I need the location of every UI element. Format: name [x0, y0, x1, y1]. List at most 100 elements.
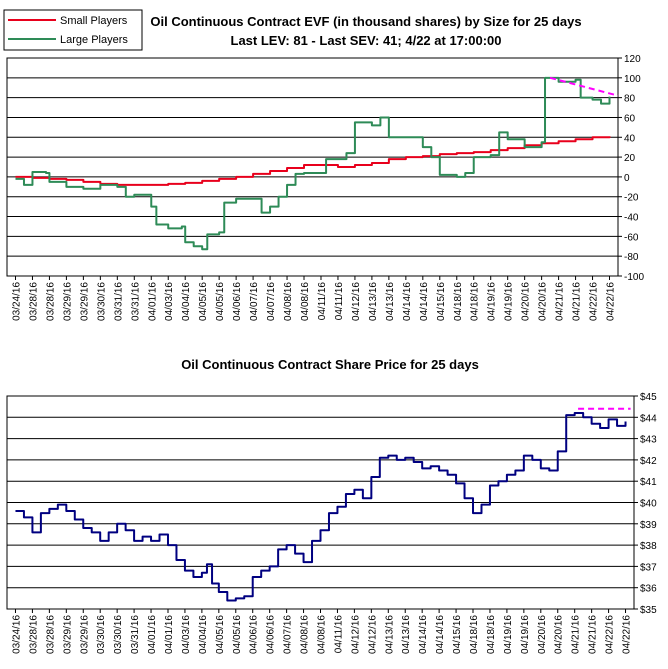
- x-tick-label: 04/20/16: [537, 615, 548, 654]
- x-tick-label: 04/01/16: [147, 282, 158, 321]
- x-tick-label: 04/07/16: [249, 282, 260, 321]
- x-tick-label: 04/01/16: [147, 615, 158, 654]
- x-tick-label: 04/21/16: [572, 282, 583, 321]
- y-tick-label: -100: [624, 272, 644, 283]
- y-tick-label: $42: [640, 456, 657, 467]
- y-tick-label: -40: [624, 213, 639, 224]
- x-tick-label: 03/29/16: [62, 282, 73, 321]
- x-tick-label: 04/06/16: [249, 615, 260, 654]
- x-tick-label: 04/13/16: [368, 282, 379, 321]
- x-tick-label: 03/31/16: [130, 615, 141, 654]
- y-tick-label: 100: [624, 74, 641, 85]
- y-tick-label: 80: [624, 94, 636, 105]
- x-tick-label: 04/18/16: [453, 282, 464, 321]
- y-tick-label: 120: [624, 54, 641, 65]
- x-tick-label: 04/14/16: [402, 282, 413, 321]
- x-tick-label: 04/19/16: [487, 282, 498, 321]
- x-tick-label: 03/29/16: [79, 615, 90, 654]
- x-tick-label: 04/21/16: [571, 615, 582, 654]
- y-tick-label: $37: [640, 562, 657, 573]
- y-tick-label: $43: [640, 435, 657, 446]
- y-tick-label: $36: [640, 584, 657, 595]
- x-tick-label: 04/21/16: [555, 282, 566, 321]
- x-tick-label: 04/11/16: [317, 282, 328, 321]
- x-tick-label: 04/08/16: [300, 282, 311, 321]
- x-tick-label: 03/28/16: [45, 282, 56, 321]
- x-tick-label: 04/05/16: [198, 282, 209, 321]
- x-tick-label: 04/05/16: [215, 615, 226, 654]
- x-tick-label: 04/07/16: [266, 282, 277, 321]
- x-tick-label: 04/12/16: [350, 615, 361, 654]
- evf-gridlines: [7, 57, 618, 277]
- x-tick-label: 04/12/16: [367, 615, 378, 654]
- y-tick-label: $39: [640, 520, 657, 531]
- evf-y-axis-ticks: -100 -80 -60 -40 -20 0 20 40 60 80 100 120: [618, 54, 644, 283]
- x-tick-label: 04/13/16: [385, 282, 396, 321]
- large-players-series-line: [15, 76, 611, 251]
- x-tick-label: 04/18/16: [470, 282, 481, 321]
- x-tick-label: 03/30/16: [96, 615, 107, 654]
- legend-large-players-label: Large Players: [60, 34, 128, 46]
- evf-series: [15, 76, 619, 251]
- x-tick-label: 03/24/16: [11, 282, 22, 321]
- y-tick-label: -20: [624, 193, 639, 204]
- x-tick-label: 04/06/16: [266, 615, 277, 654]
- x-tick-label: 04/08/16: [283, 282, 294, 321]
- x-tick-label: 04/19/16: [504, 282, 515, 321]
- x-tick-label: 04/07/16: [283, 615, 294, 654]
- x-tick-label: 04/05/16: [232, 615, 243, 654]
- x-tick-label: 03/31/16: [113, 282, 124, 321]
- x-tick-label: 04/08/16: [317, 615, 328, 654]
- evf-chart-subtitle: Last LEV: 81 - Last SEV: 41; 4/22 at 17:…: [231, 33, 502, 48]
- price-series: [15, 407, 631, 602]
- price-series-line: [15, 412, 627, 602]
- evf-x-axis-ticks: 03/24/16 03/28/16 03/28/16 03/29/16 03/29/16…: [11, 276, 617, 321]
- x-tick-label: 04/18/16: [486, 615, 497, 654]
- x-tick-label: 03/31/16: [130, 282, 141, 321]
- x-tick-label: 04/21/16: [588, 615, 599, 654]
- y-tick-label: $38: [640, 541, 657, 552]
- x-tick-label: 04/22/16: [589, 282, 600, 321]
- x-tick-label: 04/14/16: [435, 615, 446, 654]
- x-tick-label: 04/20/16: [538, 282, 549, 321]
- y-tick-label: 20: [624, 153, 636, 164]
- x-tick-label: 03/28/16: [45, 615, 56, 654]
- x-tick-label: 04/18/16: [469, 615, 480, 654]
- evf-chart-panel: -100 -80 -60 -40 -20 0 20 40 60 80 100 120 03/24/16…: [0, 0, 668, 333]
- x-tick-label: 03/29/16: [62, 615, 73, 654]
- y-tick-label: $44: [640, 413, 657, 424]
- x-tick-label: 04/20/16: [554, 615, 565, 654]
- x-tick-label: 04/19/16: [520, 615, 531, 654]
- x-tick-label: 04/04/16: [181, 282, 192, 321]
- x-tick-label: 03/30/16: [96, 282, 107, 321]
- price-chart-panel: $35 $36 $37 $38 $39 $40 $41 $42 $43 $44 $45 03/24/…: [0, 336, 668, 669]
- x-tick-label: 04/11/16: [334, 282, 345, 321]
- evf-chart-title: Oil Continuous Contract EVF (in thousand…: [150, 14, 581, 29]
- price-chart: $35 $36 $37 $38 $39 $40 $41 $42 $43 $44 $45 03/24/…: [0, 336, 668, 669]
- price-chart-title: Oil Continuous Contract Share Price for …: [181, 357, 479, 372]
- x-tick-label: 04/20/16: [521, 282, 532, 321]
- x-tick-label: 04/19/16: [503, 615, 514, 654]
- x-tick-label: 03/28/16: [28, 282, 39, 321]
- x-tick-label: 04/15/16: [452, 615, 463, 654]
- x-tick-label: 04/03/16: [164, 282, 175, 321]
- x-tick-label: 04/15/16: [436, 282, 447, 321]
- y-tick-label: 60: [624, 113, 636, 124]
- y-tick-label: $40: [640, 499, 657, 510]
- y-tick-label: $35: [640, 605, 657, 616]
- evf-plot-area: [6, 57, 619, 277]
- price-x-axis-ticks: 03/24/16 03/28/16 03/28/16 03/29/16 03/29/16…: [11, 609, 633, 654]
- evf-legend: [3, 9, 143, 51]
- x-tick-label: 04/13/16: [384, 615, 395, 654]
- x-tick-label: 04/01/16: [164, 615, 175, 654]
- x-tick-label: 03/28/16: [28, 615, 39, 654]
- y-tick-label: 40: [624, 133, 636, 144]
- y-tick-label: $41: [640, 477, 657, 488]
- x-tick-label: 04/08/16: [300, 615, 311, 654]
- x-tick-label: 04/13/16: [401, 615, 412, 654]
- x-tick-label: 04/14/16: [419, 282, 430, 321]
- x-tick-label: 03/24/16: [11, 615, 22, 654]
- y-tick-label: -80: [624, 252, 639, 263]
- x-tick-label: 04/22/16: [606, 282, 617, 321]
- y-tick-label: $45: [640, 392, 657, 403]
